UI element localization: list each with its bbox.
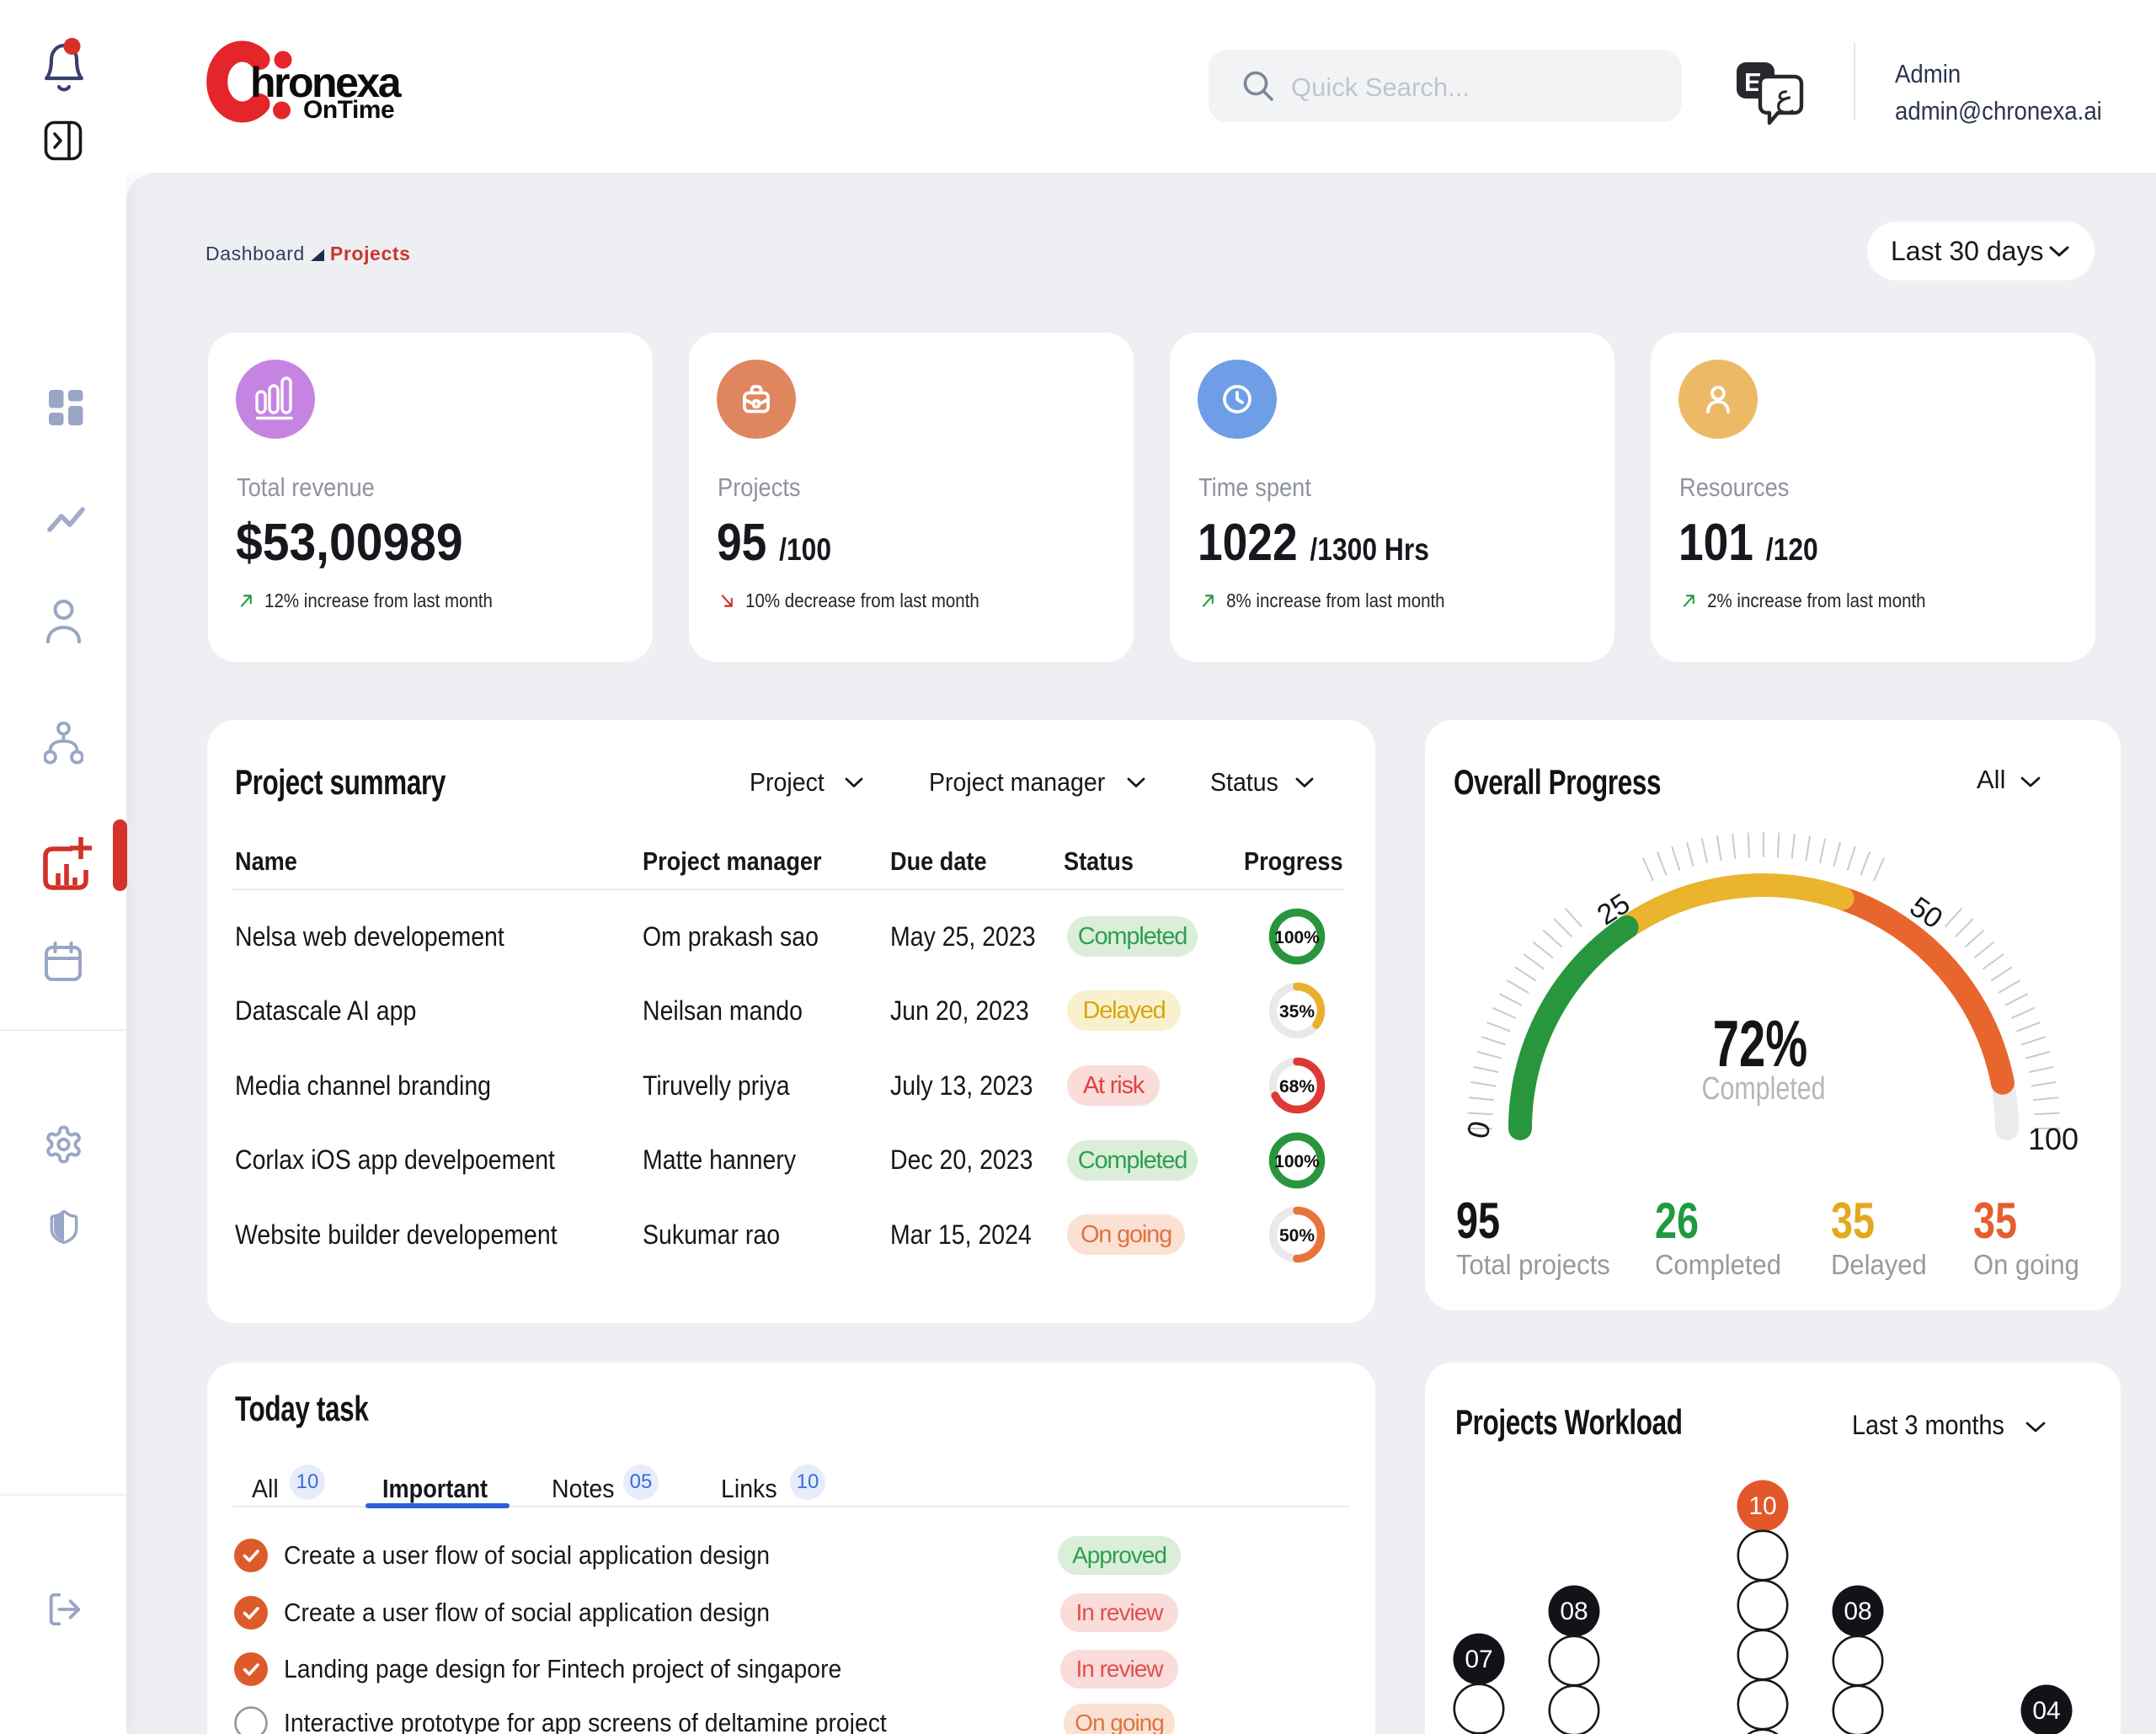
- svg-text:35%: 35%: [1279, 1002, 1315, 1022]
- svg-text:04: 04: [2032, 1697, 2060, 1725]
- svg-text:07: 07: [1465, 1646, 1492, 1673]
- svg-text:Completed: Completed: [1702, 1071, 1826, 1107]
- svg-text:72%: 72%: [1713, 1007, 1807, 1080]
- svg-text:E: E: [1744, 67, 1762, 97]
- svg-text:10: 10: [1748, 1492, 1776, 1520]
- svg-text:68%: 68%: [1279, 1077, 1315, 1096]
- svg-text:0: 0: [1460, 1118, 1497, 1141]
- svg-text:OnTime: OnTime: [303, 96, 394, 124]
- svg-text:100%: 100%: [1274, 1152, 1320, 1171]
- svg-text:50%: 50%: [1279, 1226, 1315, 1246]
- svg-text:08: 08: [1560, 1598, 1588, 1625]
- svg-text:hronexa: hronexa: [250, 59, 403, 106]
- svg-text:100%: 100%: [1274, 928, 1320, 947]
- svg-text:ع: ع: [1775, 78, 1794, 114]
- svg-text:08: 08: [1844, 1598, 1871, 1625]
- svg-text:100: 100: [2028, 1122, 2079, 1156]
